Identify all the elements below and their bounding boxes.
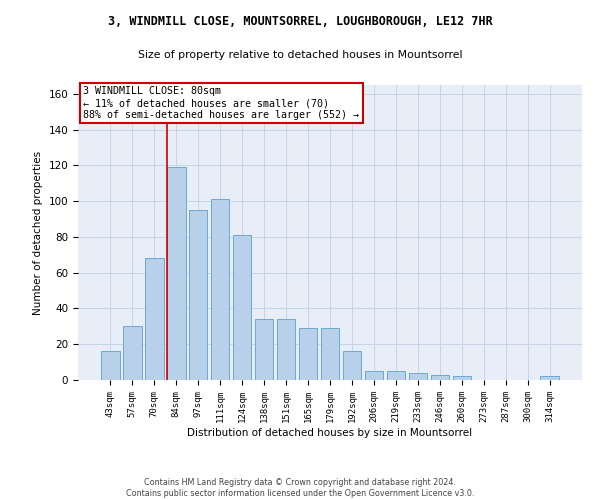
X-axis label: Distribution of detached houses by size in Mountsorrel: Distribution of detached houses by size … <box>187 428 473 438</box>
Text: Contains HM Land Registry data © Crown copyright and database right 2024.
Contai: Contains HM Land Registry data © Crown c… <box>126 478 474 498</box>
Bar <box>145 258 164 380</box>
Bar <box>101 352 119 380</box>
Text: Size of property relative to detached houses in Mountsorrel: Size of property relative to detached ho… <box>138 50 462 60</box>
Bar <box>386 371 405 380</box>
Bar <box>123 326 142 380</box>
Bar <box>320 328 340 380</box>
Text: 3 WINDMILL CLOSE: 80sqm
← 11% of detached houses are smaller (70)
88% of semi-de: 3 WINDMILL CLOSE: 80sqm ← 11% of detache… <box>83 86 359 120</box>
Y-axis label: Number of detached properties: Number of detached properties <box>33 150 43 314</box>
Bar <box>365 371 383 380</box>
Bar <box>431 374 449 380</box>
Text: 3, WINDMILL CLOSE, MOUNTSORREL, LOUGHBOROUGH, LE12 7HR: 3, WINDMILL CLOSE, MOUNTSORREL, LOUGHBOR… <box>107 15 493 28</box>
Bar <box>541 376 559 380</box>
Bar <box>233 235 251 380</box>
Bar <box>409 373 427 380</box>
Bar <box>211 200 229 380</box>
Bar <box>343 352 361 380</box>
Bar <box>167 167 185 380</box>
Bar <box>277 319 295 380</box>
Bar <box>255 319 274 380</box>
Bar <box>189 210 208 380</box>
Bar <box>452 376 471 380</box>
Bar <box>299 328 317 380</box>
